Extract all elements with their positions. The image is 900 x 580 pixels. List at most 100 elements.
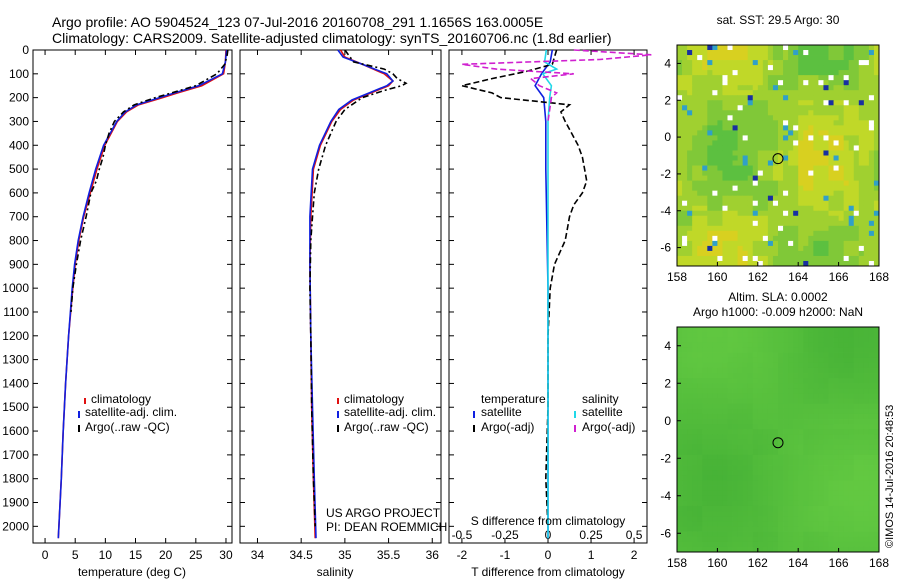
heatmap-cell bbox=[838, 439, 845, 446]
heatmap-cell bbox=[717, 408, 723, 415]
heatmap-cell bbox=[712, 521, 718, 527]
heatmap-cell bbox=[848, 383, 855, 389]
heatmap-cell bbox=[843, 140, 850, 146]
heatmap-cell bbox=[868, 135, 875, 141]
heatmap-cell bbox=[848, 362, 855, 369]
heatmap-cell bbox=[692, 210, 698, 217]
heatmap-cell bbox=[843, 419, 850, 425]
heatmap-cell bbox=[828, 180, 834, 187]
heatmap-cell bbox=[833, 240, 839, 247]
heatmap-cell bbox=[767, 419, 774, 425]
heatmap-cell bbox=[838, 521, 845, 527]
heatmap-cell bbox=[742, 516, 749, 522]
heatmap-cell bbox=[747, 526, 754, 532]
heatmap-cell bbox=[803, 80, 809, 86]
heatmap-cell bbox=[848, 500, 855, 507]
heatmap-cell bbox=[848, 205, 855, 212]
heatmap-cell bbox=[677, 205, 683, 212]
heatmap-cell bbox=[868, 260, 875, 266]
heatmap-cell bbox=[828, 115, 834, 121]
heatmap-cell bbox=[677, 95, 683, 101]
heatmap-cell bbox=[727, 165, 733, 171]
heatmap-cell bbox=[783, 105, 789, 111]
heatmap-cell bbox=[692, 260, 698, 266]
heatmap-cell bbox=[788, 140, 794, 146]
heatmap-cell bbox=[778, 210, 784, 217]
heatmap-cell bbox=[722, 105, 728, 111]
heatmap-cell bbox=[828, 393, 834, 399]
heatmap-cell bbox=[788, 546, 794, 552]
heatmap-cell bbox=[833, 175, 839, 182]
heatmap-cell bbox=[788, 90, 794, 96]
heatmap-cell bbox=[843, 230, 850, 237]
heatmap-cell bbox=[742, 190, 749, 197]
heatmap-cell bbox=[712, 215, 718, 222]
heatmap-cell bbox=[687, 454, 693, 461]
heatmap-cell bbox=[727, 180, 733, 187]
heatmap-cell bbox=[823, 511, 829, 517]
heatmap-cell bbox=[762, 115, 769, 121]
heatmap-cell bbox=[707, 459, 713, 466]
heatmap-cell bbox=[702, 50, 708, 56]
heatmap-cell bbox=[838, 465, 845, 471]
heatmap-cell bbox=[772, 90, 779, 96]
heatmap-cell bbox=[838, 140, 845, 146]
heatmap-cell bbox=[697, 205, 703, 212]
heatmap-cell bbox=[868, 337, 875, 343]
heatmap-cell bbox=[697, 185, 703, 192]
heatmap-cell bbox=[848, 454, 855, 461]
heatmap-cell bbox=[722, 215, 728, 222]
heatmap-cell bbox=[702, 45, 708, 51]
heatmap-cell bbox=[707, 80, 713, 86]
heatmap-cell bbox=[803, 413, 809, 420]
heatmap-cell bbox=[702, 465, 708, 471]
heatmap-cell bbox=[762, 125, 769, 131]
heatmap-cell bbox=[868, 480, 875, 486]
heatmap-cell bbox=[732, 403, 738, 410]
heatmap-cell bbox=[818, 511, 824, 517]
heatmap-cell bbox=[798, 383, 804, 389]
heatmap-cell bbox=[853, 130, 860, 136]
heatmap-cell bbox=[762, 120, 769, 126]
heatmap-cell bbox=[747, 413, 754, 420]
heatmap-cell bbox=[788, 105, 794, 111]
heatmap-cell bbox=[873, 185, 879, 192]
heatmap-cell bbox=[677, 332, 683, 338]
heatmap-cell bbox=[873, 160, 879, 166]
heatmap-cell bbox=[863, 454, 870, 461]
heatmap-cell bbox=[848, 429, 855, 435]
heatmap-cell bbox=[818, 521, 824, 527]
heatmap-cell bbox=[767, 495, 774, 502]
heatmap-cell bbox=[868, 190, 875, 197]
heatmap-cell bbox=[707, 378, 713, 384]
heatmap-cell bbox=[752, 347, 759, 353]
heatmap-cell bbox=[687, 475, 693, 481]
heatmap-cell bbox=[687, 403, 693, 410]
heatmap-cell bbox=[793, 490, 799, 497]
heatmap-cell bbox=[742, 403, 749, 410]
heatmap-cell bbox=[803, 490, 809, 497]
heatmap-cell bbox=[803, 185, 809, 192]
heatmap-cell bbox=[692, 105, 698, 111]
heatmap-cell bbox=[788, 500, 794, 507]
heatmap-cell bbox=[833, 225, 839, 232]
heatmap-cell bbox=[838, 531, 845, 538]
heatmap-cell bbox=[798, 459, 804, 466]
heatmap-cell bbox=[858, 393, 865, 399]
heatmap-cell bbox=[798, 347, 804, 353]
heatmap-cell bbox=[798, 250, 804, 257]
heatmap-cell bbox=[843, 105, 850, 111]
heatmap-cell bbox=[833, 120, 839, 126]
heatmap-cell bbox=[762, 70, 769, 76]
heatmap-cell bbox=[803, 546, 809, 552]
heatmap-cell bbox=[853, 403, 860, 410]
heatmap-cell bbox=[682, 230, 688, 237]
heatmap-cell bbox=[843, 541, 850, 548]
heatmap-cell bbox=[868, 55, 875, 61]
heatmap-cell bbox=[838, 403, 845, 410]
heatmap-cell bbox=[732, 490, 738, 497]
heatmap-cell bbox=[798, 413, 804, 420]
heatmap-cell bbox=[828, 413, 834, 420]
heatmap-cell bbox=[873, 347, 879, 353]
heatmap-cell bbox=[677, 347, 683, 353]
